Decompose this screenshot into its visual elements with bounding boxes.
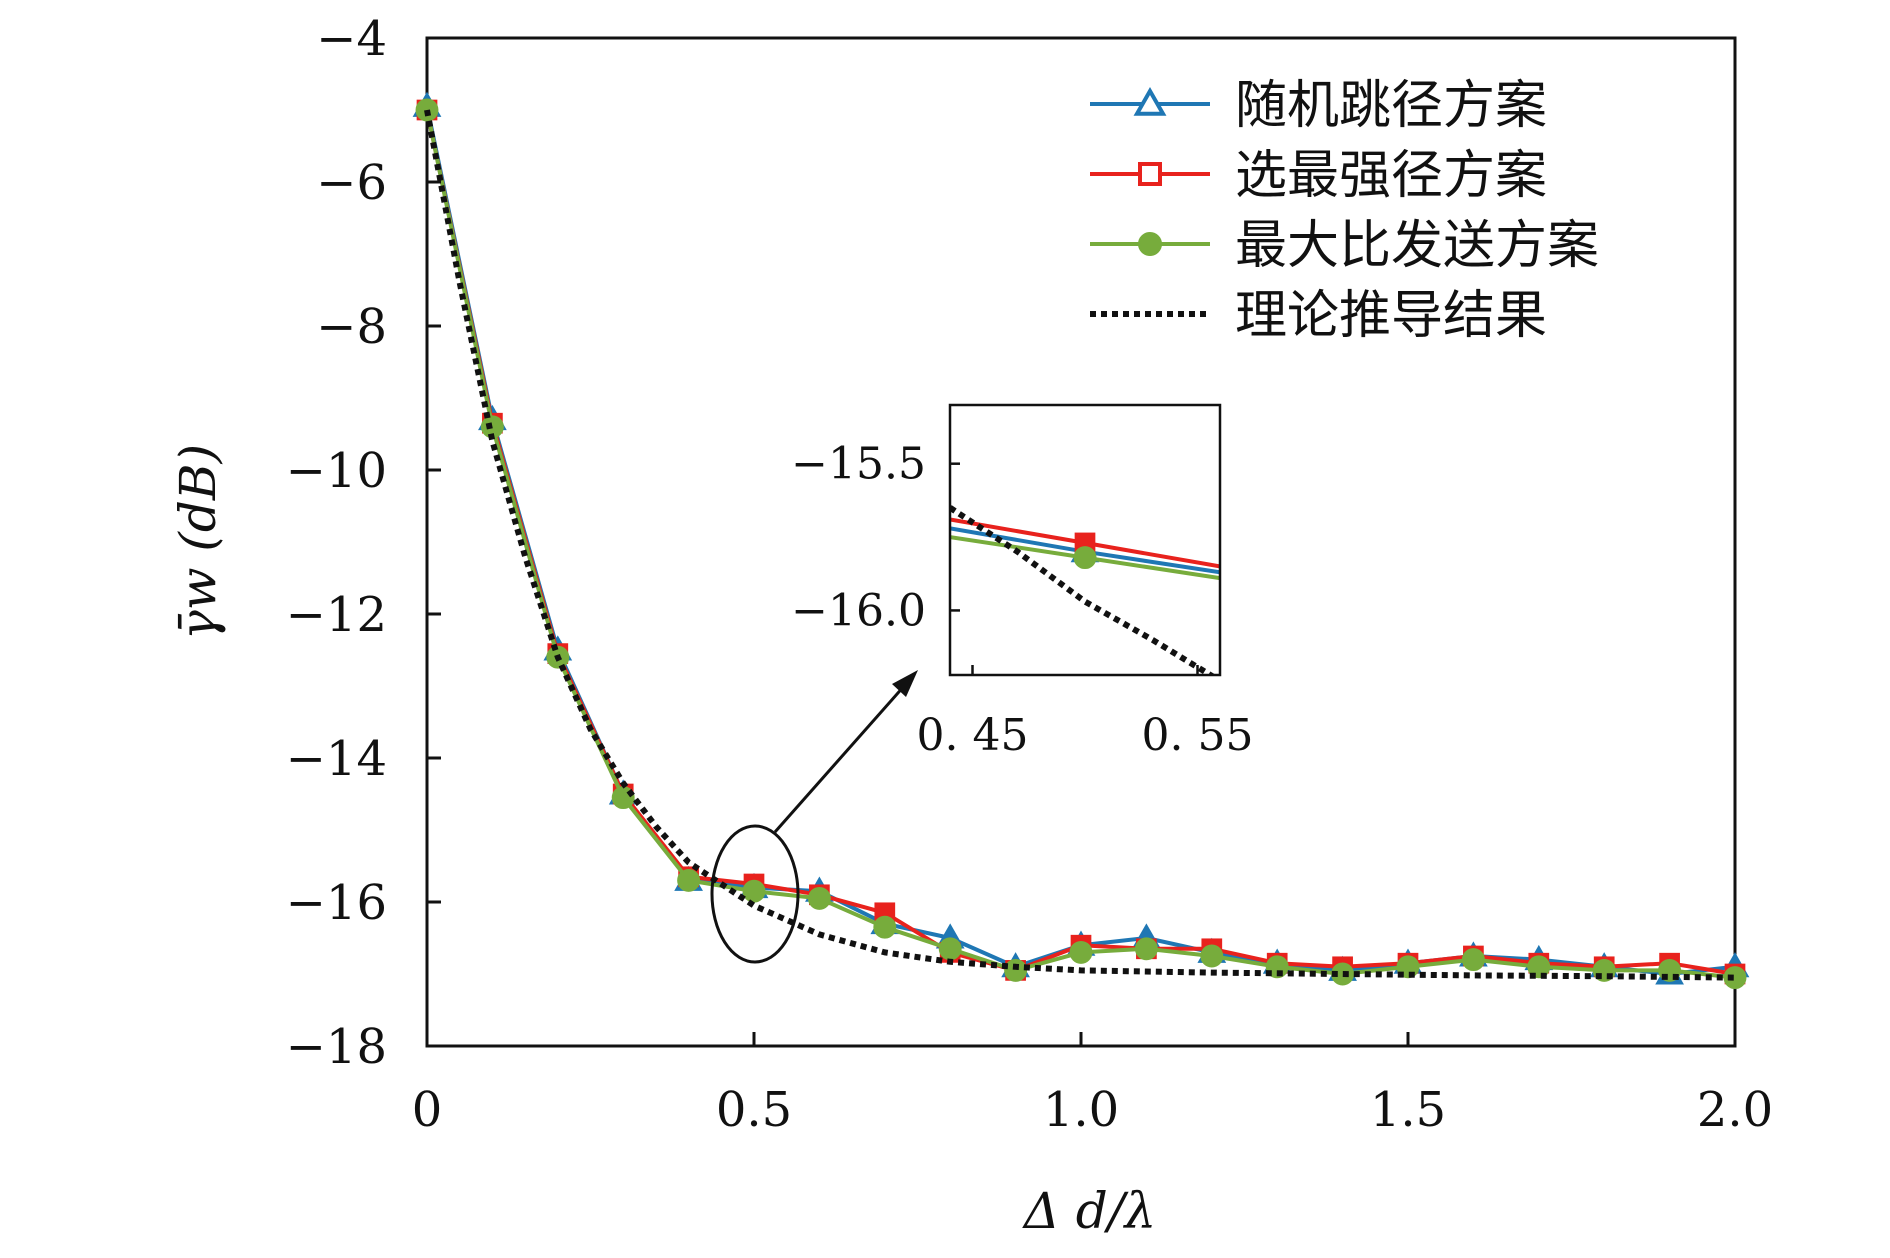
data-point-circle xyxy=(677,868,701,892)
series-3 xyxy=(424,109,1736,981)
y-tick-label: −8 xyxy=(316,299,387,355)
legend-entry: 随机跳径方案 xyxy=(1090,76,1547,136)
inset-x-tick-label: 0. 55 xyxy=(1142,710,1254,761)
y-tick-label: −12 xyxy=(286,587,387,643)
y-tick-label: −16 xyxy=(286,875,387,931)
series-line xyxy=(424,109,1736,981)
x-tick-label: 1.0 xyxy=(1043,1082,1119,1138)
y-axis: −4 −6 −8 −10 −12 −14 −16 −18 xyxy=(286,11,441,1075)
inset-plot xyxy=(950,505,1220,675)
data-point-circle xyxy=(1200,944,1224,968)
data-point-circle xyxy=(1004,958,1028,982)
zoom-region-ellipse xyxy=(710,824,800,964)
data-point-circle xyxy=(742,879,766,903)
data-point-circle xyxy=(1134,937,1158,961)
main-plot xyxy=(412,91,1750,990)
y-tick-label: −4 xyxy=(316,11,387,67)
data-point-circle xyxy=(1527,955,1551,979)
legend-marker-triangle xyxy=(1133,86,1167,116)
inset-frame xyxy=(948,403,1222,677)
data-point-circle xyxy=(1723,966,1747,990)
x-tick-label: 1.5 xyxy=(1370,1082,1446,1138)
legend-label: 随机跳径方案 xyxy=(1235,76,1547,136)
data-point-circle xyxy=(1069,940,1093,964)
legend-marker-square xyxy=(1138,162,1162,186)
legend-label: 理论推导结果 xyxy=(1235,286,1547,346)
x-axis: 0 0.5 1.0 1.5 2.0 xyxy=(412,1032,1773,1138)
inset-series xyxy=(950,505,1220,675)
y-tick-label: −18 xyxy=(286,1019,387,1075)
data-point-circle xyxy=(873,915,897,939)
y-axis-title: γ̄w (dB) xyxy=(169,444,227,640)
inset-series-line xyxy=(950,505,1217,675)
legend-label: 选最强径方案 xyxy=(1235,146,1547,206)
legend-marker-circle xyxy=(1138,232,1162,256)
inset-y-tick-label: −16.0 xyxy=(791,585,926,636)
y-tick-label: −14 xyxy=(286,731,387,787)
inset-y-tick-label: −15.5 xyxy=(791,439,926,490)
legend-entry: 选最强径方案 xyxy=(1090,146,1547,206)
y-tick-label: −10 xyxy=(286,443,387,499)
zoom-arrow xyxy=(773,684,907,833)
inset-axes: 0. 45 0. 55 −15.5 −16.0 xyxy=(791,439,1253,761)
y-tick-label: −6 xyxy=(316,155,387,211)
inset-x-tick-label: 0. 45 xyxy=(917,710,1029,761)
x-axis-title: Δ d/λ xyxy=(1022,1182,1157,1240)
legend-label: 最大比发送方案 xyxy=(1235,216,1599,276)
data-point-circle xyxy=(1073,546,1097,570)
x-tick-label: 0.5 xyxy=(716,1082,792,1138)
x-tick-label: 2.0 xyxy=(1697,1082,1773,1138)
legend-entry: 理论推导结果 xyxy=(1090,286,1547,346)
zoom-arrow-head xyxy=(892,670,918,697)
legend-entry: 最大比发送方案 xyxy=(1090,216,1599,276)
data-point-circle xyxy=(938,937,962,961)
data-point-circle xyxy=(1461,948,1485,972)
x-tick-label: 0 xyxy=(412,1082,443,1138)
data-point-circle xyxy=(807,886,831,910)
